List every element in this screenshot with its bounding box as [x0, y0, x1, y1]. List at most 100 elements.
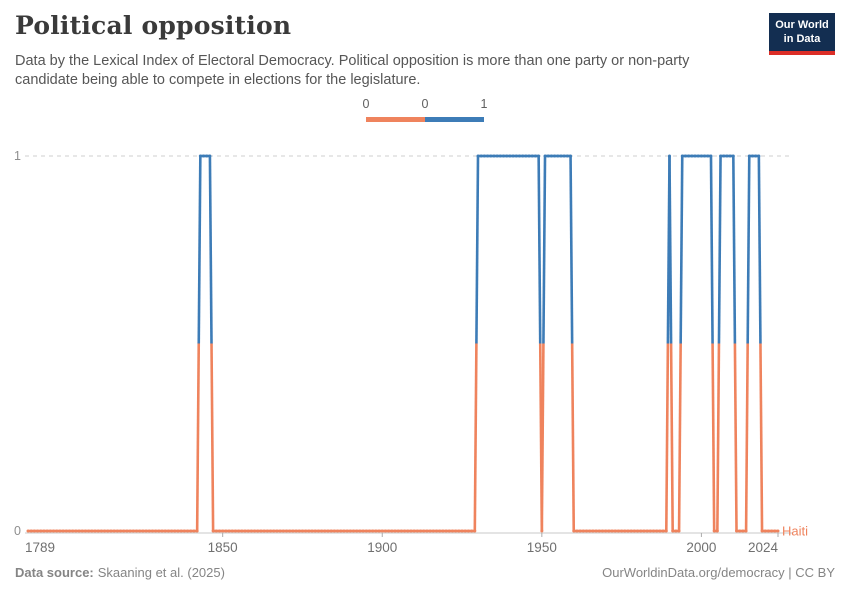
data-point-marker[interactable] — [476, 154, 480, 158]
series-transition[interactable] — [570, 343, 576, 532]
data-point-marker[interactable] — [93, 529, 97, 533]
data-point-marker[interactable] — [687, 154, 691, 158]
color-legend-bar[interactable] — [366, 117, 484, 122]
data-point-marker[interactable] — [623, 529, 627, 533]
data-point-marker[interactable] — [182, 529, 186, 533]
data-point-marker[interactable] — [406, 529, 410, 533]
data-point-marker[interactable] — [202, 154, 206, 158]
data-point-marker[interactable] — [731, 154, 735, 158]
data-point-marker[interactable] — [52, 529, 56, 533]
data-point-marker[interactable] — [735, 529, 739, 533]
data-point-marker[interactable] — [441, 529, 445, 533]
data-point-marker[interactable] — [581, 529, 585, 533]
series-transition[interactable] — [744, 343, 749, 532]
data-point-marker[interactable] — [214, 529, 218, 533]
data-point-marker[interactable] — [246, 529, 250, 533]
data-point-marker[interactable] — [176, 529, 180, 533]
data-point-marker[interactable] — [336, 529, 340, 533]
series-transition[interactable] — [197, 155, 202, 344]
data-point-marker[interactable] — [339, 529, 343, 533]
data-point-marker[interactable] — [348, 529, 352, 533]
data-point-marker[interactable] — [71, 529, 75, 533]
data-point-marker[interactable] — [103, 529, 107, 533]
data-point-marker[interactable] — [173, 529, 177, 533]
data-point-marker[interactable] — [696, 154, 700, 158]
data-point-marker[interactable] — [396, 529, 400, 533]
data-point-marker[interactable] — [620, 529, 624, 533]
data-point-marker[interactable] — [495, 154, 499, 158]
data-point-marker[interactable] — [288, 529, 292, 533]
data-point-marker[interactable] — [645, 529, 649, 533]
data-point-marker[interactable] — [511, 154, 515, 158]
data-point-marker[interactable] — [390, 529, 394, 533]
data-point-marker[interactable] — [320, 529, 324, 533]
data-point-marker[interactable] — [709, 154, 713, 158]
data-point-marker[interactable] — [763, 529, 767, 533]
data-point-marker[interactable] — [667, 154, 671, 158]
data-point-marker[interactable] — [629, 529, 633, 533]
data-point-marker[interactable] — [403, 529, 407, 533]
data-point-marker[interactable] — [61, 529, 65, 533]
data-point-marker[interactable] — [473, 529, 477, 533]
data-point-marker[interactable] — [482, 154, 486, 158]
data-point-marker[interactable] — [233, 529, 237, 533]
data-point-marker[interactable] — [380, 529, 384, 533]
data-point-marker[interactable] — [677, 529, 681, 533]
data-point-marker[interactable] — [409, 529, 413, 533]
data-point-marker[interactable] — [285, 529, 289, 533]
data-point-marker[interactable] — [712, 529, 716, 533]
data-point-marker[interactable] — [345, 529, 349, 533]
series-transition[interactable] — [537, 155, 542, 344]
data-point-marker[interactable] — [329, 529, 333, 533]
data-point-marker[interactable] — [125, 529, 129, 533]
data-point-marker[interactable] — [224, 529, 228, 533]
data-point-marker[interactable] — [613, 529, 617, 533]
data-point-marker[interactable] — [527, 154, 531, 158]
data-point-marker[interactable] — [460, 529, 464, 533]
data-point-marker[interactable] — [352, 529, 356, 533]
data-point-marker[interactable] — [422, 529, 426, 533]
data-point-marker[interactable] — [683, 154, 687, 158]
data-point-marker[interactable] — [492, 154, 496, 158]
data-point-marker[interactable] — [524, 154, 528, 158]
legend-bar-zero[interactable] — [366, 117, 425, 122]
data-point-marker[interactable] — [198, 154, 202, 158]
data-point-marker[interactable] — [99, 529, 103, 533]
data-point-marker[interactable] — [585, 529, 589, 533]
data-point-marker[interactable] — [652, 529, 656, 533]
data-point-marker[interactable] — [722, 154, 726, 158]
data-point-marker[interactable] — [415, 529, 419, 533]
data-point-marker[interactable] — [604, 529, 608, 533]
data-point-marker[interactable] — [699, 154, 703, 158]
data-point-marker[interactable] — [36, 529, 40, 533]
data-point-marker[interactable] — [543, 154, 547, 158]
data-point-marker[interactable] — [725, 154, 729, 158]
data-point-marker[interactable] — [569, 154, 573, 158]
legend-bar-one[interactable] — [425, 117, 484, 122]
data-point-marker[interactable] — [431, 529, 435, 533]
series-transition[interactable] — [569, 155, 574, 344]
data-point-marker[interactable] — [371, 529, 375, 533]
series-transition[interactable] — [677, 343, 682, 532]
data-point-marker[interactable] — [138, 529, 142, 533]
data-point-marker[interactable] — [240, 529, 244, 533]
data-point-marker[interactable] — [450, 529, 454, 533]
data-point-marker[interactable] — [498, 154, 502, 158]
series-transition[interactable] — [732, 155, 737, 344]
data-point-marker[interactable] — [463, 529, 467, 533]
data-point-marker[interactable] — [658, 529, 662, 533]
data-point-marker[interactable] — [553, 154, 557, 158]
data-point-marker[interactable] — [626, 529, 630, 533]
data-point-marker[interactable] — [87, 529, 91, 533]
data-point-marker[interactable] — [119, 529, 123, 533]
data-point-marker[interactable] — [680, 154, 684, 158]
series-transition[interactable] — [759, 343, 764, 532]
data-point-marker[interactable] — [291, 529, 295, 533]
data-point-marker[interactable] — [572, 529, 576, 533]
data-point-marker[interactable] — [690, 154, 694, 158]
data-point-marker[interactable] — [205, 154, 209, 158]
data-point-marker[interactable] — [131, 529, 135, 533]
data-point-marker[interactable] — [189, 529, 193, 533]
data-point-marker[interactable] — [316, 529, 320, 533]
